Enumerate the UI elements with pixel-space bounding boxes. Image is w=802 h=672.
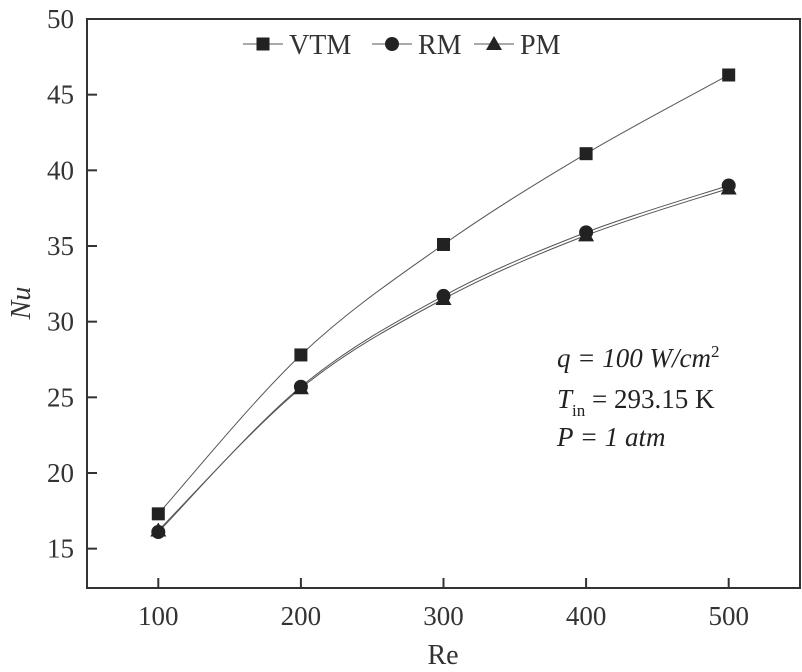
x-tick-label: 500	[708, 601, 749, 631]
y-tick-label: 50	[47, 4, 74, 34]
data-point-vtm	[437, 237, 450, 251]
y-tick-label: 25	[47, 382, 74, 412]
x-tick-label: 400	[566, 601, 607, 631]
legend-label-vtm: VTM	[289, 30, 351, 61]
data-point-vtm	[579, 147, 593, 161]
data-point-vtm	[294, 348, 308, 362]
svg-text:Tin = 293.15 K: Tin = 293.15 K	[557, 384, 715, 420]
legend: VTM RM PM	[243, 30, 561, 61]
y-tick-label: 35	[47, 231, 74, 261]
y-tick-label: 40	[47, 155, 74, 185]
data-point-pm	[435, 290, 452, 305]
x-tick-label: 300	[423, 601, 464, 631]
data-point-pm	[720, 180, 737, 195]
y-tick-label: 45	[47, 80, 74, 110]
annotation-t-rest: = 293.15 K	[585, 384, 715, 414]
annotation-p: P = 1 atm	[556, 422, 665, 452]
annotation-t: T	[557, 384, 574, 414]
legend-label-rm: RM	[418, 30, 462, 61]
legend-label-pm: PM	[520, 30, 561, 61]
data-point-vtm	[151, 507, 165, 521]
legend-marker-pm	[486, 36, 502, 50]
x-tick-label: 200	[281, 601, 322, 631]
data-point-pm	[150, 522, 167, 537]
data-point-vtm	[722, 68, 736, 82]
x-tick-label: 100	[138, 601, 179, 631]
y-tick-label: 15	[47, 534, 74, 564]
data-point-pm	[578, 227, 595, 242]
x-axis-label: Re	[427, 640, 458, 671]
y-tick-label: 20	[47, 458, 74, 488]
y-tick-label: 30	[47, 307, 74, 337]
annotation-q-sup: 2	[711, 342, 720, 361]
annotation-q: q = 100 W/cm	[557, 343, 711, 373]
annotation: q = 100 W/cm2 Tin = 293.15 K P = 1 atm	[556, 342, 719, 452]
y-axis-label: Nu	[6, 287, 37, 321]
svg-text:q = 100 W/cm2: q = 100 W/cm2	[557, 342, 719, 373]
legend-marker-rm	[385, 37, 399, 51]
legend-marker-vtm	[256, 37, 270, 51]
annotation-t-sub: in	[572, 401, 586, 420]
data-point-pm	[292, 380, 309, 395]
